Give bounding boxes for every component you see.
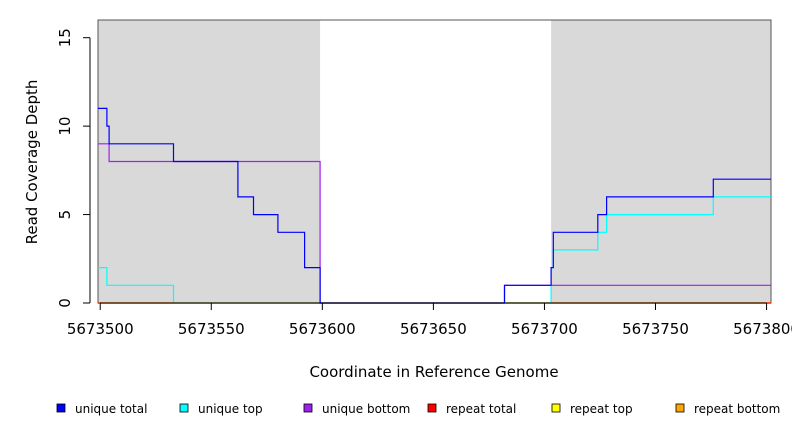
shaded-region-2 <box>551 20 771 303</box>
legend-item: unique total <box>56 402 147 416</box>
y-tick-label: 10 <box>56 117 74 136</box>
x-tick-label: 5673600 <box>289 320 356 338</box>
x-axis: 5673500 5673550 5673600 5673650 5673700 56737… <box>67 302 792 338</box>
legend-item: repeat bottom <box>675 402 780 416</box>
y-tick-label: 0 <box>56 298 74 308</box>
x-axis-label: Coordinate in Reference Genome <box>309 363 558 381</box>
legend-swatch <box>675 403 685 413</box>
y-tick-label: 15 <box>56 28 74 47</box>
legend-label: repeat top <box>570 402 633 416</box>
legend-item: unique top <box>179 402 263 416</box>
legend-item: repeat total <box>427 402 516 416</box>
x-tick-label: 5673500 <box>67 320 134 338</box>
x-tick-label: 5673650 <box>400 320 467 338</box>
legend-item: repeat top <box>551 402 633 416</box>
legend: unique total unique top unique bottom repea… <box>56 402 780 416</box>
x-tick-label: 5673550 <box>178 320 245 338</box>
y-axis: 0 5 10 15 <box>56 28 91 308</box>
legend-swatch <box>56 403 66 413</box>
y-axis-label: Read Coverage Depth <box>23 80 41 245</box>
legend-swatch <box>551 403 561 413</box>
legend-label: unique top <box>198 402 263 416</box>
y-tick-label: 5 <box>56 210 74 220</box>
legend-label: repeat bottom <box>694 402 780 416</box>
legend-label: repeat total <box>446 402 516 416</box>
legend-label: unique bottom <box>322 402 410 416</box>
legend-swatch <box>179 403 189 413</box>
x-tick-label: 5673700 <box>511 320 578 338</box>
legend-swatch <box>303 403 313 413</box>
legend-item: unique bottom <box>303 402 410 416</box>
legend-swatch <box>427 403 437 413</box>
x-tick-label: 5673750 <box>622 320 689 338</box>
series-line-unique-total <box>98 107 771 304</box>
legend-label: unique total <box>75 402 147 416</box>
